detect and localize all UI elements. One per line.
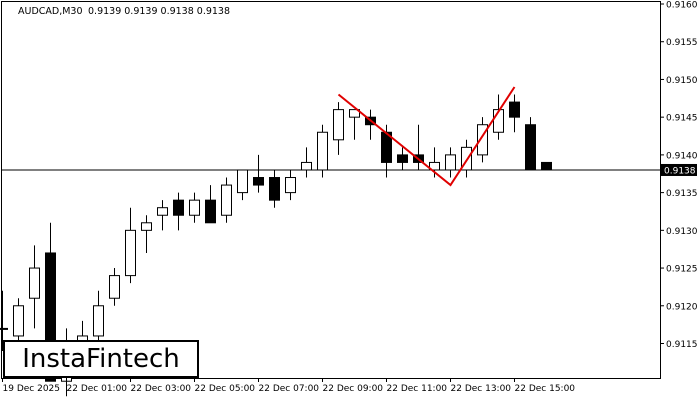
candle xyxy=(285,169,296,201)
y-tick-label: 0.9135 xyxy=(666,189,698,199)
x-tick-label: 22 Dec 07:00 xyxy=(259,384,320,394)
candle-body-bullish xyxy=(0,327,8,330)
y-tick-label: 0.9140 xyxy=(666,151,698,161)
candle xyxy=(173,192,184,231)
candle xyxy=(397,147,408,170)
candle xyxy=(221,177,232,223)
x-tick-label: 22 Dec 05:00 xyxy=(195,384,256,394)
candle-body-bullish xyxy=(349,109,360,118)
x-tick-label: 22 Dec 15:00 xyxy=(515,384,576,394)
candle-body-bullish xyxy=(237,169,248,194)
candle-body-bullish xyxy=(189,199,200,216)
price-tag-box xyxy=(661,163,697,176)
candle xyxy=(269,169,280,208)
candle-body-bearish xyxy=(45,252,56,382)
candle xyxy=(509,94,520,133)
candle xyxy=(29,245,40,329)
candle-body-bearish xyxy=(509,101,520,118)
price-line-layer: 0.9138 xyxy=(2,163,697,176)
x-tick-label: 22 Dec 11:00 xyxy=(387,384,448,394)
candle xyxy=(205,185,216,224)
candle-body-bullish xyxy=(141,222,152,231)
logo-text: InstaFintech xyxy=(22,344,180,374)
x-tick-label: 22 Dec 13:00 xyxy=(451,384,512,394)
candle xyxy=(0,290,8,352)
candle xyxy=(477,117,488,163)
candle xyxy=(157,200,168,231)
y-tick-label: 0.9145 xyxy=(666,114,698,124)
candle-body-bearish xyxy=(205,199,216,224)
candle-body-bullish xyxy=(301,161,312,171)
candle xyxy=(125,207,136,284)
candle xyxy=(141,215,152,253)
y-tick-label: 0.9150 xyxy=(666,76,698,86)
chart-ohlc: 0.9139 0.9139 0.9138 0.9138 xyxy=(88,6,230,17)
current-price-tag: 0.9138 xyxy=(661,163,697,176)
chart-symbol: AUDCAD,M30 xyxy=(18,6,83,17)
candle-body-bullish xyxy=(157,207,168,216)
x-axis: 19 Dec 2025 22 Dec 01:00 22 Dec 03:00 22 De… xyxy=(2,378,576,394)
candle xyxy=(109,268,120,306)
y-tick-label: 0.9160 xyxy=(666,1,698,11)
instafintech-logo: InstaFintech xyxy=(3,340,199,378)
candle-body-bearish xyxy=(541,161,552,171)
double-top-pattern-line xyxy=(337,86,516,187)
y-tick-label: 0.9120 xyxy=(666,302,698,312)
candle-body-bullish xyxy=(285,177,296,194)
candle-body-bullish xyxy=(109,275,120,299)
candle-body-bullish xyxy=(477,124,488,156)
candle-body-bullish xyxy=(333,109,344,141)
candle xyxy=(189,192,200,223)
candle-body-bearish xyxy=(253,177,264,186)
candle xyxy=(541,161,552,171)
candle xyxy=(333,102,344,155)
pattern-layer xyxy=(337,86,516,187)
candle-body-bullish xyxy=(29,267,40,299)
candle-body-bullish xyxy=(13,305,24,337)
y-axis: 0.9115 0.9120 0.9125 0.9130 0.9135 0.9140 0.91… xyxy=(660,1,698,350)
candle-body-bearish xyxy=(173,199,184,216)
candle xyxy=(349,109,360,140)
y-tick-label: 0.9155 xyxy=(666,38,698,48)
candle-body-bullish xyxy=(93,305,104,337)
candle-body-bullish xyxy=(125,229,136,277)
x-tick-label: 22 Dec 03:00 xyxy=(131,384,192,394)
x-tick-label: 22 Dec 01:00 xyxy=(67,384,128,394)
plot-frame xyxy=(1,1,661,379)
candle-body-bearish xyxy=(269,177,280,201)
y-tick-label: 0.9130 xyxy=(666,227,698,237)
x-tick-label: 19 Dec 2025 xyxy=(3,384,61,394)
y-tick-label: 0.9125 xyxy=(666,265,698,275)
candle-body-bearish xyxy=(397,154,408,163)
x-tick-label: 22 Dec 09:00 xyxy=(323,384,384,394)
y-tick-label: 0.9115 xyxy=(666,340,698,350)
candle-body-bullish xyxy=(445,154,456,171)
candle-body-bullish xyxy=(317,131,328,171)
price-tag-label: 0.9138 xyxy=(664,166,696,176)
candle xyxy=(253,154,264,193)
candle xyxy=(525,117,536,171)
candle-body-bearish xyxy=(525,124,536,171)
candle-body-bullish xyxy=(221,184,232,216)
